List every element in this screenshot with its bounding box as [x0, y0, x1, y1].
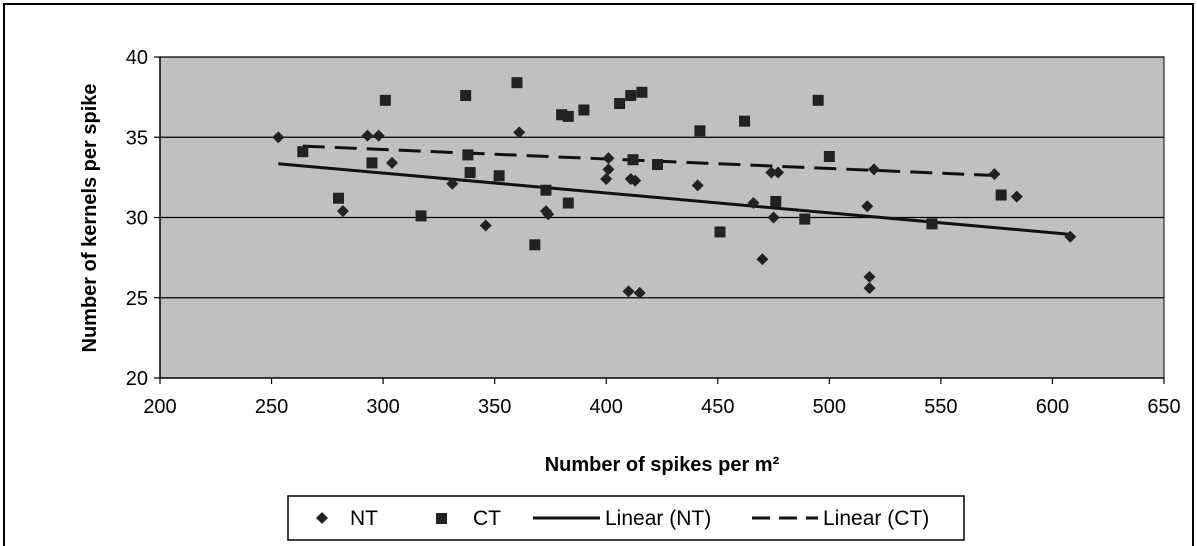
point-nt-2: [361, 129, 374, 142]
y-tick-label-40: 40: [126, 47, 148, 69]
trendline-linear-ct: [302, 144, 1002, 178]
legend: NT CT Linear (NT) Linear (CT): [287, 495, 965, 541]
point-ct-11: [540, 184, 552, 196]
y-tick-label-30: 30: [126, 208, 148, 230]
point-nt-25: [863, 282, 876, 295]
point-ct-28: [926, 218, 938, 230]
point-nt-10: [600, 172, 613, 185]
gridlines: [160, 56, 1164, 299]
x-tick-label-350: 350: [478, 396, 511, 418]
x-tick-label-400: 400: [590, 396, 623, 418]
point-nt-19: [756, 253, 769, 266]
point-ct-22: [714, 226, 726, 238]
legend-box: [287, 495, 965, 541]
point-ct-19: [636, 86, 648, 98]
legend-label-linear-nt: Linear (NT): [605, 507, 711, 530]
point-ct-27: [823, 151, 835, 163]
x-tick-label-250: 250: [255, 396, 288, 418]
data-points: [272, 77, 1077, 299]
point-nt-3: [372, 129, 385, 142]
point-nt-20: [765, 166, 778, 179]
legend-marker-ct: [436, 513, 447, 524]
y-tick-label-20: 20: [126, 368, 148, 390]
point-ct-5: [460, 90, 472, 102]
y-axis-ticks: 20 25 30 35 40: [126, 47, 160, 390]
x-axis-ticks: 200 250 300 350 400 450 500 550 600 650: [143, 378, 1181, 418]
point-ct-9: [511, 77, 523, 89]
x-axis-title: Number of spikes per m²: [545, 454, 780, 476]
point-ct-16: [614, 98, 626, 110]
x-tick-label-650: 650: [1147, 396, 1180, 418]
point-ct-23: [739, 115, 751, 127]
x-tick-label-500: 500: [813, 396, 846, 418]
legend-label-linear-ct: Linear (CT): [823, 507, 929, 530]
x-tick-label-200: 200: [143, 396, 176, 418]
point-nt-26: [867, 163, 880, 176]
y-tick-label-35: 35: [126, 127, 148, 149]
point-ct-26: [812, 94, 824, 106]
point-nt-17: [691, 179, 704, 192]
point-ct-12: [556, 109, 568, 121]
point-nt-7: [513, 126, 526, 139]
point-ct-1: [332, 192, 344, 204]
point-nt-0: [272, 131, 285, 144]
point-ct-10: [529, 239, 541, 251]
point-ct-29: [995, 189, 1007, 201]
point-ct-8: [493, 170, 505, 182]
point-nt-21: [767, 211, 780, 224]
x-tick-label-600: 600: [1036, 396, 1069, 418]
point-ct-25: [799, 213, 811, 225]
point-nt-28: [1010, 190, 1023, 203]
point-ct-2: [366, 157, 378, 169]
trendline-linear-nt: [278, 162, 1071, 236]
point-nt-12: [602, 152, 615, 165]
point-nt-15: [629, 174, 642, 187]
point-nt-18: [747, 197, 760, 210]
point-ct-21: [694, 125, 706, 137]
point-ct-18: [627, 154, 639, 166]
point-nt-4: [386, 156, 399, 169]
point-nt-9: [542, 208, 555, 221]
point-nt-23: [861, 200, 874, 213]
point-nt-6: [479, 219, 492, 232]
legend-label-ct: CT: [473, 507, 501, 530]
y-axis-title: Number of kernels per spike: [79, 84, 101, 353]
x-tick-label-300: 300: [366, 396, 399, 418]
x-tick-label-450: 450: [701, 396, 734, 418]
point-nt-11: [602, 163, 615, 176]
y-tick-label-25: 25: [126, 288, 148, 310]
point-ct-13: [562, 197, 574, 209]
point-nt-22: [772, 166, 785, 179]
x-tick-label-550: 550: [924, 396, 957, 418]
legend-marker-nt: [316, 512, 328, 524]
point-ct-3: [379, 94, 391, 106]
point-ct-7: [464, 167, 476, 179]
point-ct-24: [770, 195, 782, 207]
point-nt-29: [1064, 230, 1077, 243]
point-ct-17: [625, 90, 637, 102]
point-nt-24: [863, 270, 876, 283]
point-ct-4: [415, 210, 427, 222]
point-nt-1: [336, 205, 349, 218]
point-nt-5: [446, 177, 459, 190]
legend-label-nt: NT: [350, 507, 378, 530]
point-nt-27: [988, 168, 1001, 181]
trendlines: [278, 144, 1071, 236]
point-ct-15: [578, 104, 590, 116]
point-nt-13: [622, 285, 635, 298]
point-ct-14: [562, 110, 574, 122]
point-ct-20: [652, 159, 664, 171]
point-nt-16: [633, 286, 646, 299]
point-ct-6: [462, 149, 474, 161]
point-ct-0: [297, 146, 309, 158]
